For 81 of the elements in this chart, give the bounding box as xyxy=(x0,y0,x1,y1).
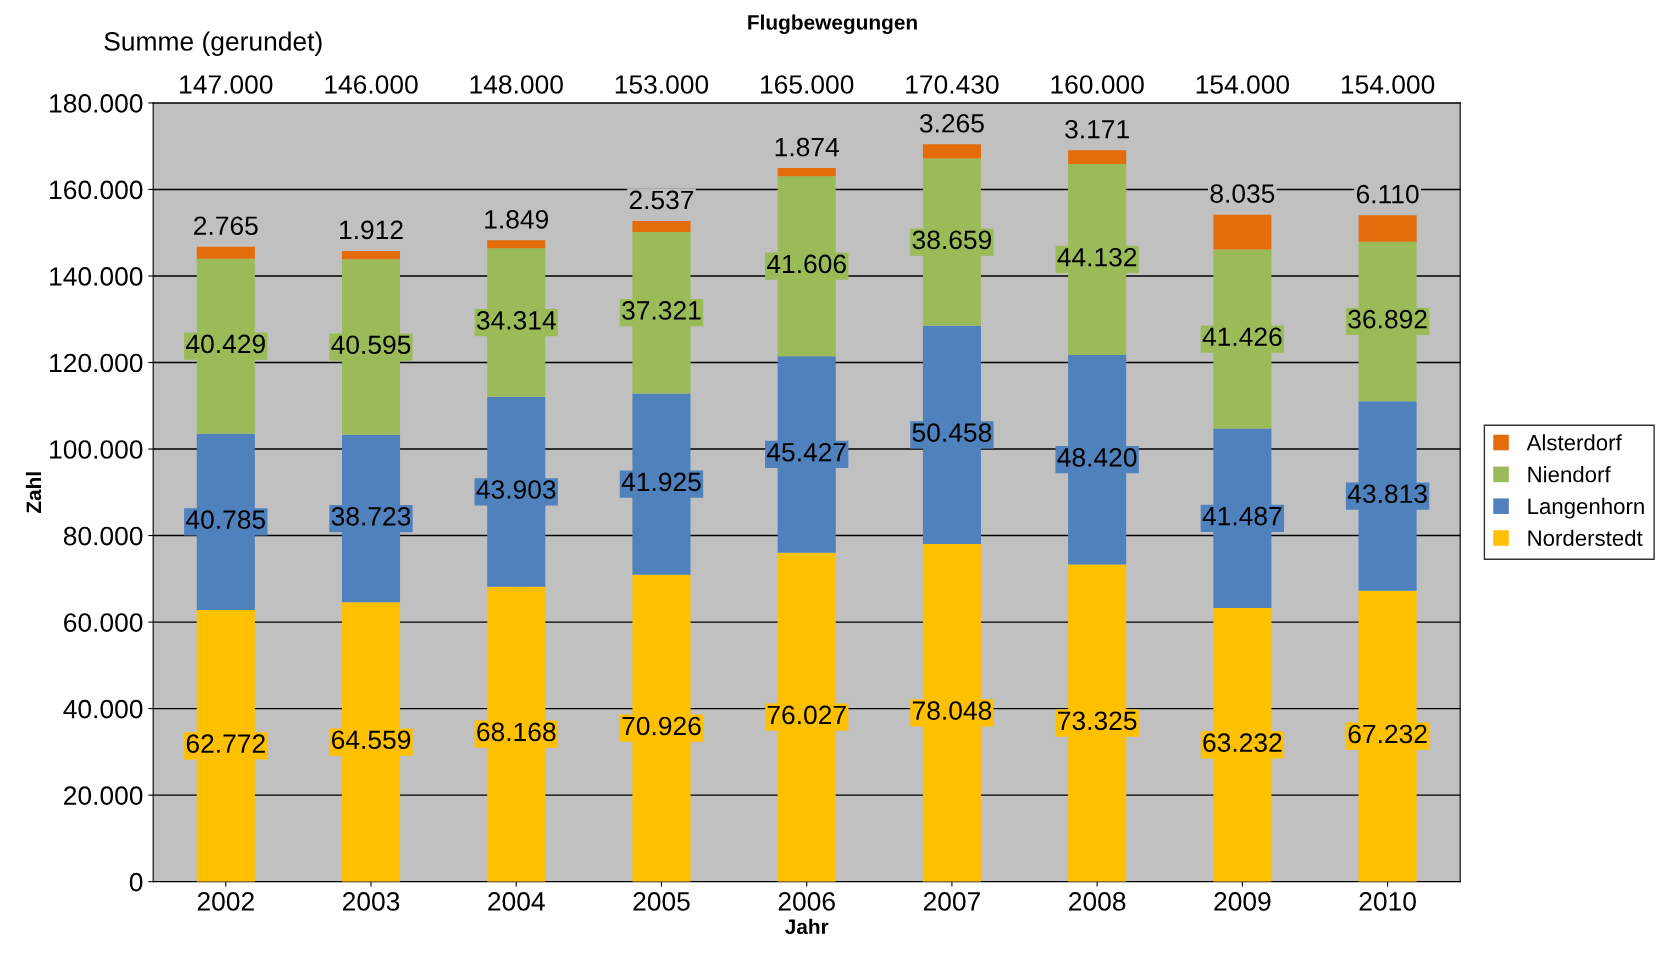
data-label: 1.849 xyxy=(485,209,549,229)
x-tick-label: 2008 xyxy=(1069,892,1126,911)
data-label: 78.048 xyxy=(912,701,992,720)
data-label: 8.035 xyxy=(1210,184,1275,203)
data-label: 40.595 xyxy=(331,335,411,355)
data-label: 63.232 xyxy=(1203,733,1282,752)
x-axis-title: Jahr xyxy=(785,918,829,935)
data-label: 62.772 xyxy=(186,734,265,753)
data-label: 2.537 xyxy=(629,190,694,210)
legend-label: Alsterdorf xyxy=(1526,434,1622,451)
data-label: 76.027 xyxy=(767,705,846,725)
data-label: 67.232 xyxy=(1348,724,1427,744)
bar xyxy=(1068,150,1127,165)
text: 147.000 xyxy=(180,75,273,94)
text: 146.000 xyxy=(325,75,418,94)
x-tick-label: 2002 xyxy=(197,892,254,911)
bar xyxy=(487,240,546,249)
y-tick-label: 140.000 xyxy=(50,267,143,286)
x-tick-label: 2006 xyxy=(778,892,835,911)
data-label: 34.314 xyxy=(476,310,556,330)
bar xyxy=(777,168,836,177)
data-label: 40.429 xyxy=(186,334,265,354)
text: 160.000 xyxy=(1051,75,1144,94)
data-label: 37.321 xyxy=(622,301,701,320)
data-label: 64.559 xyxy=(332,730,411,750)
data-label: 40.785 xyxy=(186,510,266,529)
bar xyxy=(196,246,255,259)
y-tick-label: 160.000 xyxy=(50,180,143,200)
data-label: 41.606 xyxy=(766,254,846,274)
data-label: 43.903 xyxy=(476,480,556,499)
bar xyxy=(1358,215,1417,242)
x-tick-label: 2004 xyxy=(488,892,545,911)
text: Summe (gerundet) xyxy=(104,31,322,56)
data-label: 41.426 xyxy=(1202,327,1282,347)
text: 148.000 xyxy=(470,75,563,94)
y-tick-label: 20.000 xyxy=(64,786,143,805)
y-axis-title: Zahl xyxy=(25,472,42,514)
data-label: 38.659 xyxy=(912,230,992,250)
x-tick-label: 2010 xyxy=(1359,892,1416,911)
y-tick-label: 60.000 xyxy=(64,613,143,632)
y-tick-label: 180.000 xyxy=(50,94,143,113)
data-label: 1.912 xyxy=(340,220,403,240)
legend-label: Norderstedt xyxy=(1528,529,1643,546)
text: 165.000 xyxy=(761,75,854,94)
legend-label: Langenhorn xyxy=(1528,497,1644,519)
data-label: 45.427 xyxy=(766,442,846,462)
data-label: 41.487 xyxy=(1202,506,1282,526)
data-label: 70.926 xyxy=(622,716,701,736)
bar xyxy=(341,250,401,260)
data-label: 6.110 xyxy=(1356,184,1419,204)
data-label: 3.265 xyxy=(919,113,984,133)
data-label: 43.813 xyxy=(1347,484,1427,504)
text: 154.000 xyxy=(1196,75,1290,94)
y-tick-label: 120.000 xyxy=(50,353,143,373)
data-label: 36.892 xyxy=(1348,309,1427,329)
y-tick-label: 100.000 xyxy=(50,440,143,459)
data-label: 1.874 xyxy=(775,137,839,157)
data-label: 68.168 xyxy=(477,722,556,742)
data-label: 3.171 xyxy=(1065,119,1129,139)
data-label: 50.458 xyxy=(912,423,992,442)
data-label: 38.723 xyxy=(331,507,411,526)
legend-label: Niendorf xyxy=(1528,466,1611,483)
x-tick-label: 2005 xyxy=(633,892,690,911)
text: 170.430 xyxy=(906,75,999,94)
bar xyxy=(922,144,981,159)
x-tick-label: 2003 xyxy=(343,892,400,911)
text: 154.000 xyxy=(1341,75,1435,94)
x-tick-label: 2009 xyxy=(1214,892,1271,911)
data-label: 2.765 xyxy=(194,216,258,236)
data-label: 41.925 xyxy=(621,472,701,492)
data-label: 73.325 xyxy=(1058,711,1137,731)
y-tick-label: 0 xyxy=(129,872,143,892)
bar xyxy=(632,221,691,232)
y-tick-label: 80.000 xyxy=(63,526,143,546)
bar xyxy=(1213,214,1272,250)
x-tick-label: 2007 xyxy=(923,892,980,911)
text: 153.000 xyxy=(615,75,709,94)
data-label: 48.420 xyxy=(1057,448,1137,467)
y-tick-label: 40.000 xyxy=(63,699,143,719)
data-label: 44.132 xyxy=(1057,247,1137,267)
chart-title: Flugbewegungen xyxy=(748,14,917,35)
